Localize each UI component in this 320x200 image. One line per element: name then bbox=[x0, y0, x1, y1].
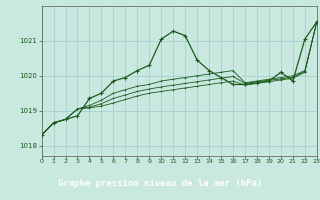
Text: Graphe pression niveau de la mer (hPa): Graphe pression niveau de la mer (hPa) bbox=[58, 179, 262, 188]
